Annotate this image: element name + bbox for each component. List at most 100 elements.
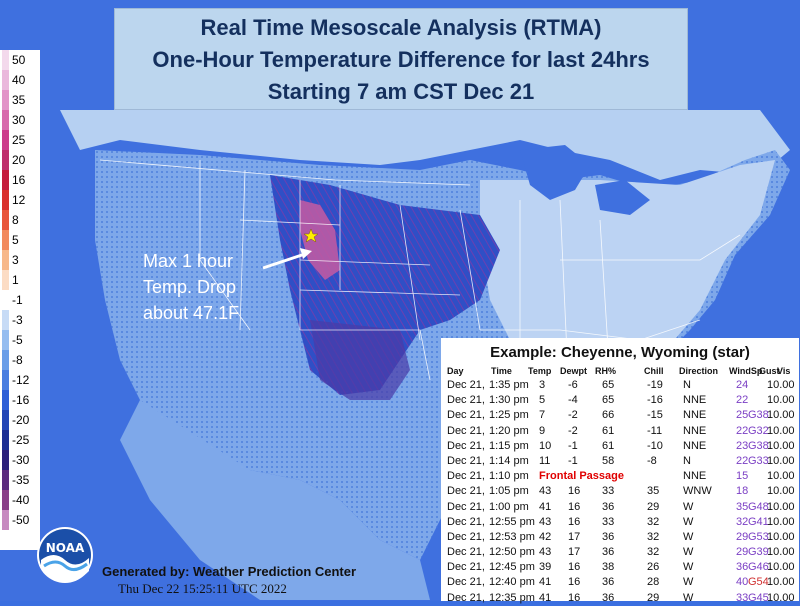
scale-level: 3 bbox=[2, 250, 46, 270]
cell-gust: G48 bbox=[748, 500, 769, 513]
scale-swatch bbox=[2, 510, 9, 530]
cell-rh: 33 bbox=[602, 515, 615, 528]
scale-label: -12 bbox=[12, 373, 30, 387]
cell-time: 12:50 pm bbox=[489, 546, 535, 559]
canada-land bbox=[60, 110, 790, 180]
cell-direction: W bbox=[683, 546, 694, 559]
great-lakes bbox=[520, 145, 590, 200]
title-line-2: One-Hour Temperature Difference for last… bbox=[152, 47, 650, 72]
cell-windsp: 29 bbox=[736, 530, 749, 543]
cell-temp: 43 bbox=[539, 546, 552, 559]
cell-day: Dec 21, bbox=[447, 424, 485, 437]
cell-time: 1:25 pm bbox=[489, 409, 529, 422]
noaa-logo-text: NOAA bbox=[46, 541, 85, 555]
cell-day: Dec 21, bbox=[447, 530, 485, 543]
cell-dewpt: -2 bbox=[568, 424, 578, 437]
cell-day: Dec 21, bbox=[447, 515, 485, 528]
title-box: Real Time Mesoscale Analysis (RTMA) One-… bbox=[114, 8, 688, 110]
scale-level: 40 bbox=[2, 70, 46, 90]
scale-swatch bbox=[2, 490, 9, 510]
scale-label: -16 bbox=[12, 393, 30, 407]
scale-level: -3 bbox=[2, 310, 46, 330]
cell-chill: 32 bbox=[647, 515, 660, 528]
scale-label: -25 bbox=[12, 433, 30, 447]
table-header-cell: WindSp bbox=[729, 366, 763, 376]
cell-vis: 10.00 bbox=[767, 485, 795, 498]
scale-swatch bbox=[2, 450, 9, 470]
scale-swatch bbox=[2, 370, 9, 390]
footer-generated-by: Generated by: Weather Prediction Center bbox=[102, 564, 357, 579]
scale-swatch bbox=[2, 50, 9, 70]
scale-label: 20 bbox=[12, 153, 26, 167]
scale-label: 5 bbox=[12, 233, 19, 247]
scale-swatch bbox=[2, 70, 9, 90]
cell-temp: 39 bbox=[539, 561, 552, 574]
scale-swatch bbox=[2, 310, 9, 330]
cell-windsp: 24 bbox=[736, 379, 749, 391]
scale-label: -8 bbox=[12, 353, 23, 367]
table-header-cell: Time bbox=[491, 366, 512, 376]
cell-dewpt: 16 bbox=[568, 485, 581, 498]
annotation-arrow bbox=[262, 252, 306, 270]
cell-chill: 35 bbox=[647, 485, 660, 498]
cell-time: 12:35 pm bbox=[489, 591, 535, 604]
scale-level: 20 bbox=[2, 150, 46, 170]
cell-rh: 33 bbox=[602, 485, 615, 498]
title-line-1: Real Time Mesoscale Analysis (RTMA) bbox=[200, 15, 602, 40]
cell-dewpt: 16 bbox=[568, 500, 581, 513]
cell-windsp: 22 bbox=[736, 424, 749, 437]
cell-time: 1:05 pm bbox=[489, 485, 529, 498]
cell-temp: 11 bbox=[539, 454, 551, 467]
table-header-cell: Vis bbox=[777, 366, 791, 376]
cell-direction: W bbox=[683, 515, 694, 528]
cell-rh: 36 bbox=[602, 546, 615, 559]
cell-time: 12:45 pm bbox=[489, 561, 535, 574]
table-header-cell: Day bbox=[447, 366, 464, 376]
cell-temp: 41 bbox=[539, 576, 552, 589]
cell-rh: 36 bbox=[602, 500, 615, 513]
cell-temp: 41 bbox=[539, 500, 552, 513]
scale-swatch bbox=[2, 110, 9, 130]
scale-swatch bbox=[2, 170, 9, 190]
cell-time: 1:14 pm bbox=[489, 454, 529, 467]
scale-level: 16 bbox=[2, 170, 46, 190]
cell-rh: 65 bbox=[602, 394, 615, 407]
scale-swatch bbox=[2, 350, 9, 370]
cell-chill: 32 bbox=[647, 546, 660, 559]
cell-dewpt: 16 bbox=[568, 561, 581, 574]
cell-day: Dec 21, bbox=[447, 546, 485, 559]
cell-time: 1:00 pm bbox=[489, 500, 529, 513]
cell-temp: 43 bbox=[539, 515, 552, 528]
scale-level: -40 bbox=[2, 490, 46, 510]
scale-swatch bbox=[2, 430, 9, 450]
scale-label: 3 bbox=[12, 253, 19, 267]
cell-vis: 10.00 bbox=[767, 394, 795, 407]
cell-direction: N bbox=[683, 454, 691, 467]
cell-gust: G39 bbox=[748, 546, 769, 559]
cell-rh: 66 bbox=[602, 409, 615, 422]
lake-erie bbox=[595, 180, 650, 215]
cell-vis: 10.00 bbox=[767, 424, 795, 437]
cell-direction: NNE bbox=[683, 424, 707, 437]
example-table-panel: Example: Cheyenne, Wyoming (star) Day Tim… bbox=[441, 338, 799, 604]
noaa-logo: NOAA bbox=[37, 527, 93, 583]
scale-label: -30 bbox=[12, 453, 30, 467]
cell-dewpt: 16 bbox=[568, 576, 581, 589]
cell-gust: G38 bbox=[748, 409, 769, 422]
cell-vis: 10.00 bbox=[767, 409, 795, 422]
annotation-arrowhead bbox=[300, 248, 312, 259]
cell-gust: G41 bbox=[748, 515, 769, 528]
cell-vis: 10.00 bbox=[767, 515, 795, 528]
cell-windsp: 36 bbox=[736, 561, 749, 574]
scale-level: -35 bbox=[2, 470, 46, 490]
scale-level: -16 bbox=[2, 390, 46, 410]
scale-level: 12 bbox=[2, 190, 46, 210]
table-header-cell: RH% bbox=[595, 366, 617, 376]
table-header-cell: Dewpt bbox=[560, 366, 587, 376]
cell-vis: 10.00 bbox=[767, 379, 795, 391]
state-borders bbox=[99, 159, 741, 421]
cell-day: Dec 21, bbox=[447, 409, 485, 422]
cell-temp: 41 bbox=[539, 591, 552, 604]
scale-level: -20 bbox=[2, 410, 46, 430]
cell-vis: 10.00 bbox=[767, 530, 795, 543]
